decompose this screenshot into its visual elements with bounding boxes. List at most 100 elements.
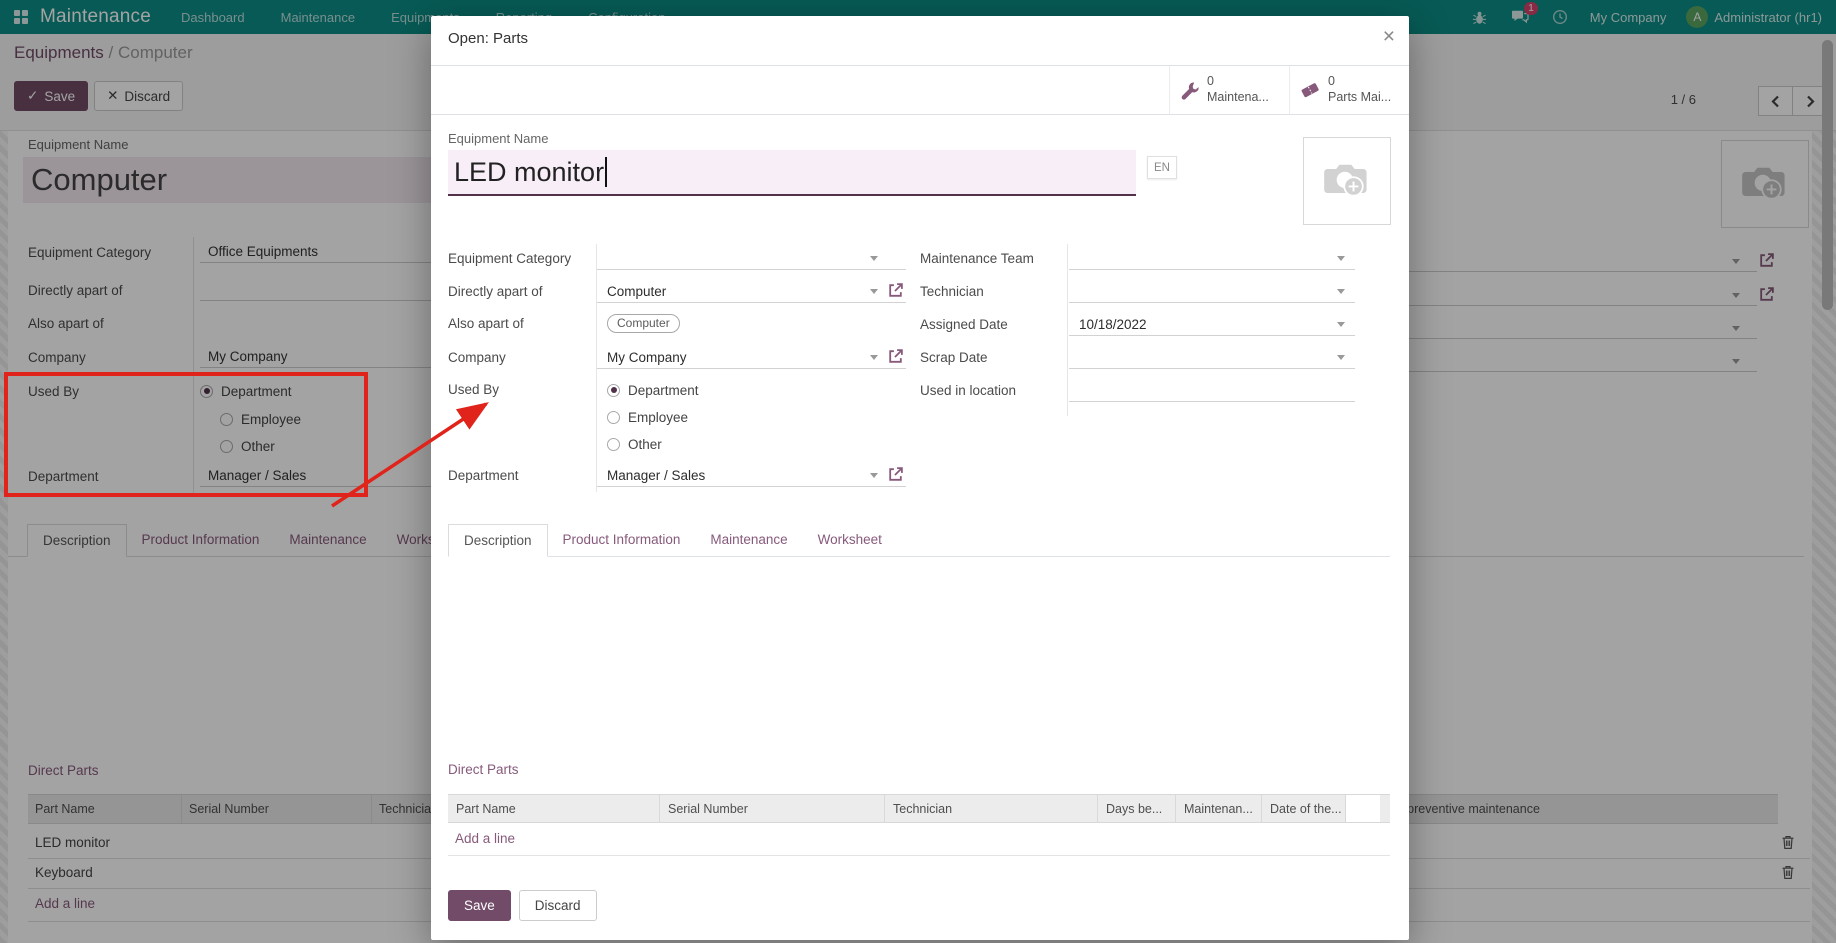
modal-footer: Save Discard xyxy=(448,890,597,921)
bg-label-also-apart-of: Also apart of xyxy=(28,315,104,331)
company-switcher[interactable]: My Company xyxy=(1589,9,1667,25)
bg-image-placeholder[interactable] xyxy=(1721,140,1809,228)
tag-computer[interactable]: Computer xyxy=(607,314,680,333)
caret-down-icon[interactable] xyxy=(870,473,878,478)
field-scrap-date[interactable] xyxy=(1069,346,1355,369)
label-equipment-category: Equipment Category xyxy=(448,251,572,266)
bg-part-row-keyboard[interactable]: Keyboard xyxy=(35,865,93,880)
bg-equipment-name-label: Equipment Name xyxy=(28,137,129,152)
apps-grid-icon[interactable] xyxy=(14,10,28,24)
nav-item-dashboard[interactable]: Dashboard xyxy=(181,9,245,25)
modal-save-button[interactable]: Save xyxy=(448,890,511,921)
caret-down-icon[interactable] xyxy=(1337,355,1345,360)
caret-down-icon[interactable] xyxy=(870,355,878,360)
radio-employee[interactable] xyxy=(607,410,620,424)
caret-down-icon[interactable] xyxy=(870,289,878,294)
col-maintenance[interactable]: Maintenan... xyxy=(1176,795,1262,822)
bg-tab-description[interactable]: Description xyxy=(27,524,127,557)
external-link-icon[interactable] xyxy=(887,282,904,306)
bg-right-field-underline xyxy=(1200,338,1757,339)
parts-count: 0 xyxy=(1328,74,1335,89)
col-part-name[interactable]: Part Name xyxy=(448,795,660,822)
caret-down-icon[interactable] xyxy=(870,256,878,261)
pager-previous-button[interactable] xyxy=(1758,86,1793,116)
caret-down-icon[interactable] xyxy=(1732,359,1740,364)
bug-icon[interactable] xyxy=(1470,7,1490,27)
col-technician[interactable]: Technician xyxy=(885,795,1098,822)
tab-description[interactable]: Description xyxy=(448,524,548,557)
maintenance-stat-button[interactable]: 0 Maintena... xyxy=(1169,66,1289,114)
scrollbar[interactable] xyxy=(1822,40,1833,310)
record-pager: 1 / 6 xyxy=(1670,92,1696,107)
label-used-by: Used By xyxy=(448,382,500,397)
caret-down-icon[interactable] xyxy=(1732,259,1740,264)
translation-badge[interactable]: EN xyxy=(1147,156,1177,179)
messages-icon[interactable]: 1 xyxy=(1510,2,1538,27)
label-also-apart-of: Also apart of xyxy=(448,316,524,331)
ticket-icon xyxy=(1301,83,1319,98)
text-cursor xyxy=(605,157,608,187)
field-equipment-category[interactable] xyxy=(597,247,906,270)
bg-field-separator xyxy=(193,237,194,493)
radio-other-label[interactable]: Other xyxy=(628,436,662,452)
bg-col-next-preventive-maintenance[interactable]: Next preventive maintenance xyxy=(1378,802,1540,816)
field-used-in-location[interactable] xyxy=(1069,379,1355,402)
bg-col-serial-number[interactable]: Serial Number xyxy=(182,795,372,823)
tab-product-information[interactable]: Product Information xyxy=(562,532,681,547)
external-link-icon[interactable] xyxy=(887,466,904,490)
col-serial-number[interactable]: Serial Number xyxy=(660,795,885,822)
col-days-before[interactable]: Days be... xyxy=(1098,795,1176,822)
header-spacer xyxy=(1345,795,1380,822)
bg-label-equipment-category: Equipment Category xyxy=(28,244,152,260)
nav-item-maintenance[interactable]: Maintenance xyxy=(280,9,356,25)
tab-worksheet[interactable]: Worksheet xyxy=(817,532,882,547)
external-link-icon[interactable] xyxy=(1758,252,1775,269)
field-technician[interactable] xyxy=(1069,280,1355,303)
save-button[interactable]: ✓ Save xyxy=(14,81,89,111)
caret-down-icon[interactable] xyxy=(1337,322,1345,327)
bg-tab-maintenance[interactable]: Maintenance xyxy=(289,532,367,547)
app-brand[interactable]: Maintenance xyxy=(40,6,151,27)
external-link-icon[interactable] xyxy=(887,348,904,372)
parts-stat-button[interactable]: 0 Parts Mai... xyxy=(1289,66,1409,114)
trash-icon[interactable] xyxy=(1781,835,1795,850)
trash-icon[interactable] xyxy=(1781,865,1795,880)
modal-field-separator-right xyxy=(1067,244,1068,416)
field-maintenance-team[interactable] xyxy=(1069,247,1355,270)
field-company[interactable]: My Company xyxy=(597,346,906,369)
modal-field-separator-left xyxy=(596,244,597,492)
caret-down-icon[interactable] xyxy=(1337,256,1345,261)
breadcrumb-equipments[interactable]: Equipments xyxy=(14,43,104,62)
parts-stat-label: Parts Mai... xyxy=(1328,90,1392,104)
external-link-icon[interactable] xyxy=(1758,286,1775,303)
field-assigned-date[interactable]: 10/18/2022 xyxy=(1069,313,1355,336)
field-department[interactable]: Manager / Sales xyxy=(597,464,906,487)
bg-col-part-name[interactable]: Part Name xyxy=(28,795,182,823)
modal-stat-buttons: 0 Maintena... 0 Parts Mai... xyxy=(431,66,1409,115)
radio-department[interactable] xyxy=(607,383,620,397)
radio-department-label[interactable]: Department xyxy=(628,382,699,398)
bg-label-company: Company xyxy=(28,349,86,365)
radio-employee-label[interactable]: Employee xyxy=(628,409,689,425)
discard-button[interactable]: ✕ Discard xyxy=(94,81,184,111)
tab-maintenance[interactable]: Maintenance xyxy=(710,532,788,547)
add-a-line-link[interactable]: Add a line xyxy=(455,831,516,846)
bg-col-technician[interactable]: Technician xyxy=(379,802,439,816)
bg-part-row-led-monitor[interactable]: LED monitor xyxy=(35,835,111,850)
maintenance-stat-label: Maintena... xyxy=(1207,90,1269,104)
activity-clock-icon[interactable] xyxy=(1550,7,1570,27)
user-menu[interactable]: A Administrator (hr1) xyxy=(1686,6,1822,28)
caret-down-icon[interactable] xyxy=(1337,289,1345,294)
label-directly-apart-of: Directly apart of xyxy=(448,284,543,299)
radio-other[interactable] xyxy=(607,437,620,451)
close-icon[interactable]: × xyxy=(1382,25,1395,48)
modal-image-placeholder[interactable] xyxy=(1303,137,1391,225)
caret-down-icon[interactable] xyxy=(1732,293,1740,298)
caret-down-icon[interactable] xyxy=(1732,326,1740,331)
bg-add-a-line-link[interactable]: Add a line xyxy=(35,896,96,911)
modal-equipment-name-input[interactable]: LED monitor xyxy=(448,150,1136,196)
bg-tab-product-information[interactable]: Product Information xyxy=(141,532,260,547)
field-directly-apart-of[interactable]: Computer xyxy=(597,280,906,303)
modal-discard-button[interactable]: Discard xyxy=(518,890,597,921)
col-date-of-the[interactable]: Date of the... xyxy=(1270,801,1342,816)
